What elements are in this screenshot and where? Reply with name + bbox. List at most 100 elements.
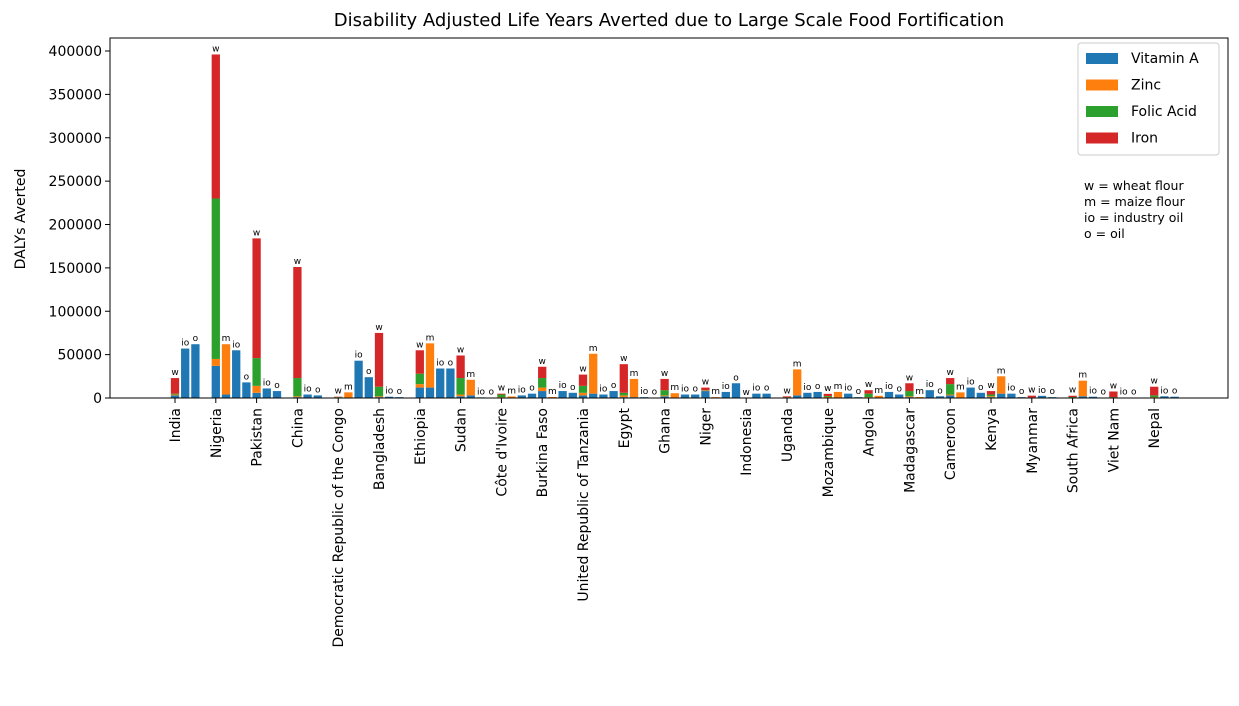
bar-vehicle-label: w <box>783 386 790 396</box>
x-tick-label: Burkina Faso <box>535 408 551 497</box>
bar-segment-vitamin-a <box>1007 393 1016 398</box>
bar-segment-iron <box>660 378 669 391</box>
legend-entry: Zinc <box>1131 78 1161 94</box>
bar-segment-vitamin-a <box>252 392 261 398</box>
bar-vehicle-label: io <box>1089 387 1098 397</box>
bar-vehicle-label: o <box>193 334 199 344</box>
bar-vehicle-label: o <box>366 367 372 377</box>
chart-legend: Vitamin A Zinc Folic Acid Iron <box>1077 42 1220 156</box>
bar-vehicle-label: io <box>304 385 313 395</box>
bar-segment-vitamin-a <box>191 344 200 398</box>
bar-segment-vitamin-a <box>303 394 312 398</box>
bar-segment-vitamin-a <box>762 393 771 398</box>
bar-vehicle-label: w <box>987 381 994 391</box>
bar-vehicle-label: o <box>764 384 770 394</box>
x-tick-label: United Republic of Tanzania <box>576 408 592 602</box>
x-tick-label: Madagascar <box>902 408 918 493</box>
bar-segment-zinc <box>293 396 302 398</box>
bar-vehicle-label: o <box>397 387 403 397</box>
bar-vehicle-label: o <box>570 383 576 393</box>
bar-vehicle-label: w <box>579 365 586 375</box>
bar-segment-folic-acid <box>905 391 914 397</box>
bar-segment-vitamin-a <box>221 394 231 398</box>
bar-vehicle-label: o <box>315 385 321 395</box>
legend-entry: Folic Acid <box>1131 104 1197 120</box>
bar-vehicle-label: w <box>865 380 872 390</box>
bar-segment-zinc <box>415 384 424 388</box>
bar-segment-vitamin-a <box>1037 395 1047 398</box>
bar-segment-vitamin-a <box>364 377 373 398</box>
bar-segment-zinc <box>252 385 261 393</box>
bar-segment-iron <box>905 383 914 392</box>
y-tick-label: 50000 <box>57 348 102 364</box>
bar-segment-vitamin-a <box>1160 396 1169 398</box>
bar-vehicle-label: o <box>733 373 739 383</box>
bar-vehicle-label: io <box>477 387 486 397</box>
bar-segment-folic-acid <box>415 373 424 385</box>
bar-segment-zinc <box>793 369 802 396</box>
bar-segment-zinc <box>619 395 628 398</box>
bar-segment-vitamin-a <box>527 393 537 398</box>
legend-swatch <box>1086 53 1118 64</box>
bar-vehicle-label: m <box>793 359 802 369</box>
bar-vehicle-label: o <box>1049 387 1055 397</box>
bar-segment-folic-acid <box>211 198 220 359</box>
x-tick-label: Ethiopia <box>413 408 429 465</box>
bar-segment-vitamin-a <box>925 390 934 398</box>
axes-layer: India Nigeria Pakistan China Democratic Repu… <box>49 37 1229 647</box>
bar-segment-iron <box>986 391 996 395</box>
bar-vehicle-label: w <box>1028 386 1035 396</box>
x-tick-label: Sudan <box>454 408 470 452</box>
bar-segment-iron <box>619 364 628 393</box>
bar-segment-vitamin-a <box>946 395 955 398</box>
bar-vehicle-label: io <box>1007 384 1016 394</box>
bar-segment-folic-acid <box>823 396 832 397</box>
x-tick-label: Kenya <box>984 408 1000 451</box>
bar-segment-zinc <box>344 392 353 398</box>
bar-segment-vitamin-a <box>262 388 271 398</box>
bar-vehicle-label: io <box>844 384 853 394</box>
bar-segment-vitamin-a <box>813 391 822 398</box>
bar-vehicle-label: m <box>548 387 557 397</box>
bar-segment-vitamin-a <box>232 350 241 398</box>
bar-segment-folic-acid <box>946 384 955 395</box>
abbreviation-line: w = wheat flour <box>1084 178 1184 193</box>
bar-vehicle-label: io <box>803 383 812 393</box>
bar-segment-zinc <box>456 394 465 397</box>
bar-vehicle-label: w <box>906 373 913 383</box>
bar-segment-folic-acid <box>538 378 547 388</box>
bar-vehicle-label: io <box>559 381 568 391</box>
bar-vehicle-label: w <box>620 354 627 364</box>
bar-vehicle-label: io <box>681 385 690 395</box>
bar-vehicle-label: io <box>926 380 935 390</box>
y-tick-label: 300000 <box>49 131 102 147</box>
bar-segment-iron <box>293 267 302 379</box>
bar-vehicle-label: o <box>652 388 658 398</box>
bar-vehicle-label: io <box>1038 386 1047 396</box>
bar-segment-folic-acid <box>252 358 261 386</box>
legend-swatch <box>1086 79 1118 91</box>
x-tick-label: Viet Nam <box>1106 408 1122 472</box>
bar-vehicle-label: w <box>416 340 423 350</box>
bar-vehicle-label: w <box>375 323 382 333</box>
bar-segment-zinc <box>997 376 1006 394</box>
legend-swatch <box>1086 132 1118 144</box>
bar-vehicle-label: w <box>661 369 668 379</box>
bar-segment-vitamin-a <box>385 396 394 398</box>
bar-segment-vitamin-a <box>415 387 424 398</box>
y-tick-label: 150000 <box>49 261 102 277</box>
bar-segment-folic-acid <box>374 386 384 397</box>
bar-vehicle-label: w <box>457 345 464 355</box>
bar-segment-vitamin-a <box>966 387 975 398</box>
bar-segment-iron <box>578 374 588 386</box>
bar-segment-zinc <box>956 392 965 398</box>
bar-segment-iron <box>211 54 220 199</box>
bar-vehicle-label: o <box>611 381 617 391</box>
bar-vehicle-label: o <box>1172 387 1178 397</box>
y-tick-label: 0 <box>93 391 102 407</box>
x-tick-label: Nigeria <box>209 408 225 458</box>
bar-segment-iron <box>497 393 506 395</box>
y-tick-label: 350000 <box>49 87 102 103</box>
